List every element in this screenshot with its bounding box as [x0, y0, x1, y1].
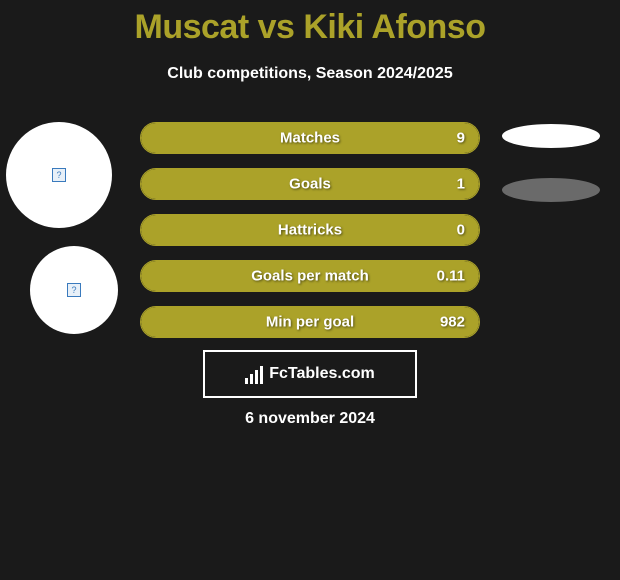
stat-value: 0 [457, 222, 465, 239]
stat-row-min-per-goal: Min per goal 982 [140, 306, 480, 338]
date-text: 6 november 2024 [245, 410, 375, 428]
broken-image-icon: ? [67, 283, 81, 297]
stat-label: Goals per match [251, 268, 369, 285]
brand-text: FcTables.com [269, 365, 375, 383]
page-title: Muscat vs Kiki Afonso [0, 0, 620, 47]
right-indicators [502, 124, 600, 232]
stat-label: Hattricks [278, 222, 342, 239]
broken-image-icon: ? [52, 168, 66, 182]
indicator-ellipse-1 [502, 124, 600, 148]
brand-box: FcTables.com [203, 350, 417, 398]
stat-row-goals: Goals 1 [140, 168, 480, 200]
stat-value: 982 [440, 314, 465, 331]
stat-row-hattricks: Hattricks 0 [140, 214, 480, 246]
stat-value: 9 [457, 130, 465, 147]
stat-label: Matches [280, 130, 340, 147]
stat-value: 1 [457, 176, 465, 193]
indicator-ellipse-2 [502, 178, 600, 202]
stats-container: Matches 9 Goals 1 Hattricks 0 Goals per … [140, 122, 480, 352]
stat-label: Min per goal [266, 314, 354, 331]
player-avatar-2: ? [30, 246, 118, 334]
stat-label: Goals [289, 176, 331, 193]
avatars-container: ? ? [6, 122, 118, 352]
stat-row-matches: Matches 9 [140, 122, 480, 154]
stat-row-goals-per-match: Goals per match 0.11 [140, 260, 480, 292]
chart-icon [245, 364, 263, 384]
player-avatar-1: ? [6, 122, 112, 228]
stat-value: 0.11 [437, 268, 465, 285]
subtitle: Club competitions, Season 2024/2025 [0, 65, 620, 83]
